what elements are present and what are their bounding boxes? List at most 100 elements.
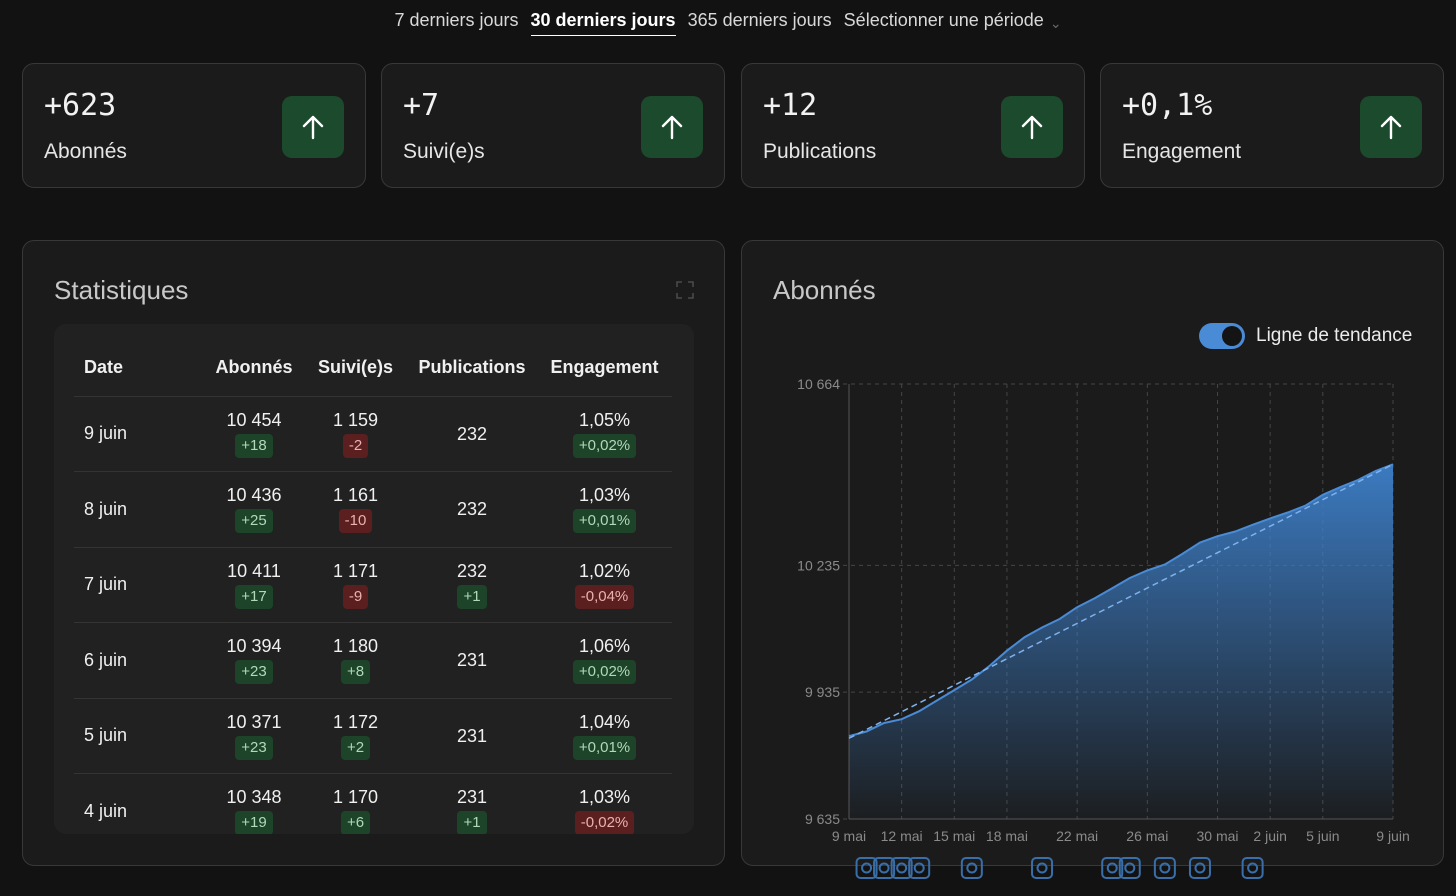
x-tick-label: 2 juin bbox=[1253, 828, 1286, 844]
column-header-publications[interactable]: Publications bbox=[407, 340, 537, 397]
cell-date: 7 juin bbox=[74, 547, 204, 623]
instagram-icon[interactable] bbox=[890, 857, 913, 879]
column-header-engagement[interactable]: Engagement bbox=[537, 340, 672, 397]
delta-badge: +1 bbox=[457, 811, 487, 834]
delta-badge: +25 bbox=[235, 509, 273, 534]
cell-value: 232 bbox=[456, 423, 488, 444]
stats-table: Date Abonnés Suivi(e)s Publications Enga… bbox=[74, 340, 672, 834]
period-30-days[interactable]: 30 derniers jours bbox=[530, 10, 676, 36]
cell-value: 10 411 bbox=[227, 560, 281, 581]
delta-badge: -0,04% bbox=[574, 584, 635, 609]
kpi-value: +7 bbox=[403, 88, 440, 123]
instagram-icon[interactable] bbox=[1031, 857, 1054, 879]
cell-value: 231 bbox=[456, 650, 488, 671]
x-tick-label: 12 mai bbox=[881, 828, 923, 844]
table-row: 5 juin 10 371 +23 1 172 +2 231 1,04% +0,01% bbox=[74, 698, 672, 774]
period-custom-label: Sélectionner une période bbox=[843, 10, 1044, 30]
cell-abonnes: 10 454 +18 bbox=[204, 396, 304, 472]
cell-value: 1,05% bbox=[578, 409, 631, 430]
chevron-down-icon: ⌄ bbox=[1049, 15, 1062, 31]
kpi-value: +12 bbox=[763, 88, 818, 123]
cell-publications: 232 +1 bbox=[407, 547, 537, 623]
kpi-value: +0,1% bbox=[1122, 88, 1213, 123]
delta-badge: +2 bbox=[340, 735, 371, 760]
x-tick-label: 22 mai bbox=[1056, 828, 1098, 844]
table-row: 8 juin 10 436 +25 1 161 -10 232 1,03% +0,01% bbox=[74, 471, 672, 548]
instagram-icon[interactable] bbox=[1153, 857, 1176, 879]
instagram-icon[interactable] bbox=[1188, 857, 1211, 879]
kpi-value: +623 bbox=[44, 88, 117, 123]
delta-badge: +8 bbox=[340, 660, 371, 685]
chart-title: Abonnés bbox=[773, 275, 876, 305]
delta-badge: -0,02% bbox=[574, 811, 635, 834]
kpi-card-suivis: +7 Suivi(e)s bbox=[381, 63, 725, 188]
instagram-icon[interactable] bbox=[1118, 857, 1141, 879]
cell-abonnes: 10 436 +25 bbox=[204, 471, 304, 548]
cell-value: 1 161 bbox=[332, 485, 379, 506]
instagram-icon[interactable] bbox=[1101, 857, 1124, 879]
delta-badge: -10 bbox=[338, 509, 373, 534]
y-tick-label: 10 664 bbox=[797, 376, 840, 392]
instagram-icon[interactable] bbox=[960, 857, 983, 879]
delta-badge: +0,01% bbox=[572, 735, 637, 760]
cell-value: 1 172 bbox=[332, 711, 379, 732]
period-365-days[interactable]: 365 derniers jours bbox=[687, 10, 832, 30]
delta-badge: -9 bbox=[342, 584, 369, 609]
table-row: 6 juin 10 394 +23 1 180 +8 231 1,06% +0,02% bbox=[74, 622, 672, 699]
cell-value: 1 171 bbox=[332, 560, 379, 581]
trendline-toggle[interactable] bbox=[1199, 323, 1245, 349]
instagram-icon[interactable] bbox=[1241, 857, 1264, 879]
kpi-label: Suivi(e)s bbox=[403, 140, 485, 163]
cell-engagement: 1,06% +0,02% bbox=[537, 622, 672, 699]
cell-value: 1 180 bbox=[332, 636, 379, 657]
period-7-days[interactable]: 7 derniers jours bbox=[394, 10, 519, 30]
instagram-icon[interactable] bbox=[908, 857, 931, 879]
delta-badge: +6 bbox=[340, 811, 371, 834]
trendline-toggle-label: Ligne de tendance bbox=[1256, 325, 1413, 346]
cell-suivis: 1 170 +6 bbox=[304, 773, 407, 834]
column-header-abonnes[interactable]: Abonnés bbox=[204, 340, 304, 397]
cell-date: 5 juin bbox=[74, 698, 204, 774]
cell-engagement: 1,04% +0,01% bbox=[537, 698, 672, 774]
period-custom-select[interactable]: Sélectionner une période ⌄ bbox=[844, 10, 1062, 36]
x-tick-label: 15 mai bbox=[933, 828, 975, 844]
column-header-suivis[interactable]: Suivi(e)s bbox=[304, 340, 407, 397]
delta-badge: +17 bbox=[235, 584, 273, 609]
cell-abonnes: 10 371 +23 bbox=[204, 698, 304, 774]
instagram-icon[interactable] bbox=[873, 857, 896, 879]
arrow-up-icon bbox=[1001, 96, 1063, 158]
delta-badge: +23 bbox=[235, 735, 273, 760]
cell-publications: 232 bbox=[407, 471, 537, 548]
delta-badge: +0,01% bbox=[572, 509, 637, 534]
cell-suivis: 1 159 -2 bbox=[304, 396, 407, 472]
cell-value: 231 bbox=[456, 725, 488, 746]
delta-badge: +23 bbox=[235, 660, 273, 685]
cell-engagement: 1,02% -0,04% bbox=[537, 547, 672, 623]
x-tick-label: 9 juin bbox=[1376, 828, 1409, 844]
cell-value: 1,06% bbox=[578, 636, 631, 657]
column-header-date[interactable]: Date bbox=[74, 340, 204, 397]
instagram-icon[interactable] bbox=[855, 857, 878, 879]
cell-value: 10 394 bbox=[226, 636, 282, 657]
arrow-up-icon bbox=[1360, 96, 1422, 158]
x-tick-label: 26 mai bbox=[1126, 828, 1168, 844]
cell-value: 1,04% bbox=[578, 711, 631, 732]
trend-line bbox=[848, 463, 1394, 739]
cell-value: 10 454 bbox=[226, 409, 282, 430]
arrow-up-icon bbox=[282, 96, 344, 158]
table-row: 7 juin 10 411 +17 1 171 -9 232 +1 1,02% -0,04% bbox=[74, 547, 672, 623]
kpi-label: Abonnés bbox=[44, 140, 127, 163]
y-tick-label: 9 635 bbox=[805, 811, 840, 827]
cell-value: 1,02% bbox=[578, 560, 631, 581]
stats-table-container[interactable]: Date Abonnés Suivi(e)s Publications Enga… bbox=[54, 324, 694, 834]
delta-badge: -2 bbox=[342, 433, 369, 458]
expand-icon[interactable] bbox=[676, 281, 694, 299]
kpi-card-engagement: +0,1% Engagement bbox=[1100, 63, 1444, 188]
cell-publications: 231 +1 bbox=[407, 773, 537, 834]
delta-badge: +1 bbox=[457, 584, 487, 609]
cell-value: 10 371 bbox=[226, 711, 282, 732]
cell-abonnes: 10 348 +19 bbox=[204, 773, 304, 834]
series-line bbox=[848, 463, 1394, 738]
arrow-up-icon bbox=[641, 96, 703, 158]
